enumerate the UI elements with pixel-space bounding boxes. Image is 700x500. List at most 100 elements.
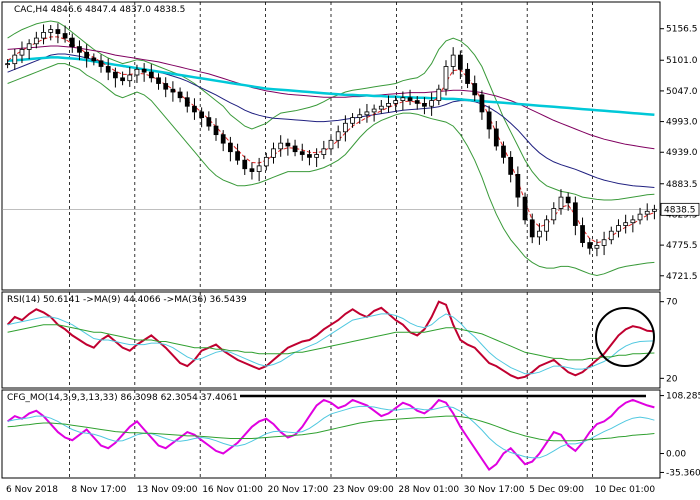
rsi-series-2 bbox=[7, 324, 655, 361]
time-axis: 6 Nov 2018 8 Nov 17:00 13 Nov 09:00 16 Nov … bbox=[6, 485, 655, 495]
rsi-tick-label-1: 20 bbox=[666, 374, 678, 384]
candle-body-0 bbox=[5, 63, 10, 66]
cfg-lines bbox=[7, 398, 655, 472]
candle-body-40 bbox=[292, 145, 298, 153]
candle-body-30 bbox=[220, 134, 226, 144]
price-axis: 5156.55101.05047.04993.04939.04883.54829… bbox=[660, 25, 700, 282]
x-tick-label-6: 28 Nov 01:00 bbox=[398, 485, 459, 495]
candle-body-67 bbox=[486, 111, 492, 130]
candle-body-32 bbox=[235, 151, 240, 161]
candle-body-8 bbox=[62, 33, 68, 39]
candle-body-54 bbox=[393, 100, 399, 104]
candle-body-15 bbox=[113, 71, 118, 79]
ma-purple-line bbox=[7, 45, 655, 150]
cfg-series-1 bbox=[7, 405, 655, 459]
price-tick-label-7: 4775.5 bbox=[666, 241, 698, 251]
cfg-series-2 bbox=[7, 415, 655, 442]
candle-body-59 bbox=[429, 100, 434, 107]
candle-body-1 bbox=[12, 54, 18, 65]
candle-body-77 bbox=[558, 196, 564, 209]
candle-body-85 bbox=[616, 225, 621, 232]
cfg-tick-label-2: -35.3602 bbox=[666, 468, 700, 478]
candle-body-50 bbox=[364, 111, 370, 116]
x-tick-label-0: 6 Nov 2018 bbox=[6, 485, 58, 495]
candle-body-41 bbox=[299, 151, 305, 155]
candle-body-23 bbox=[170, 88, 176, 93]
candle-body-57 bbox=[414, 100, 420, 104]
candle-body-84 bbox=[608, 230, 614, 241]
cfg-series-0 bbox=[7, 398, 655, 472]
x-tick-label-8: 5 Dec 09:00 bbox=[529, 485, 584, 495]
current-price-label: 4838.5 bbox=[664, 205, 696, 215]
candle-body-46 bbox=[335, 131, 341, 141]
candle-body-65 bbox=[472, 83, 478, 96]
candle-body-86 bbox=[623, 222, 629, 226]
candle-body-56 bbox=[407, 97, 413, 101]
candle-body-25 bbox=[184, 97, 190, 107]
candle-body-80 bbox=[580, 225, 585, 243]
candle-body-16 bbox=[120, 77, 125, 82]
x-tick-label-2: 13 Nov 09:00 bbox=[137, 485, 198, 495]
candle-body-26 bbox=[192, 105, 197, 113]
candle-body-52 bbox=[378, 105, 384, 110]
candle-body-64 bbox=[465, 68, 470, 84]
candle-body-33 bbox=[242, 159, 248, 170]
rsi-tick-label-0: 70 bbox=[666, 298, 678, 308]
x-tick-label-7: 30 Nov 17:00 bbox=[464, 485, 525, 495]
rsi-lines bbox=[6, 300, 655, 380]
candle-body-60 bbox=[436, 88, 442, 101]
candle-body-53 bbox=[386, 103, 391, 107]
candle-body-71 bbox=[515, 173, 521, 198]
candle-body-58 bbox=[422, 103, 427, 107]
candle-body-88 bbox=[637, 213, 643, 221]
price-tick-label-0: 5156.5 bbox=[666, 25, 698, 35]
candle-body-42 bbox=[307, 154, 312, 158]
candle-body-43 bbox=[314, 154, 320, 158]
x-tick-label-3: 16 Nov 01:00 bbox=[202, 485, 263, 495]
candle-body-61 bbox=[443, 66, 449, 90]
candle-body-83 bbox=[601, 239, 607, 246]
candle-body-87 bbox=[630, 219, 636, 224]
candle-body-7 bbox=[55, 29, 61, 34]
rsi-series-1 bbox=[7, 313, 655, 375]
candle-body-47 bbox=[342, 122, 348, 133]
candle-body-4 bbox=[33, 37, 39, 45]
candle-body-55 bbox=[400, 97, 406, 101]
candle-body-17 bbox=[127, 74, 133, 82]
candle-body-75 bbox=[544, 219, 549, 232]
candle-body-82 bbox=[594, 244, 600, 249]
price-tick-label-1: 5101.0 bbox=[666, 56, 698, 66]
price-panel-title: CAC,H4 4846.6 4847.4 4837.0 4838.5 bbox=[14, 5, 185, 15]
candle-body-70 bbox=[508, 156, 514, 175]
candle-body-78 bbox=[565, 196, 571, 204]
candle-body-45 bbox=[328, 139, 334, 150]
candle-body-74 bbox=[537, 230, 542, 238]
candle-body-73 bbox=[529, 219, 535, 238]
candle-body-35 bbox=[256, 165, 262, 172]
candle-body-13 bbox=[98, 60, 104, 67]
candle-body-28 bbox=[206, 117, 212, 127]
candle-body-22 bbox=[163, 83, 169, 90]
vertical-gridlines bbox=[69, 2, 593, 478]
candle-body-9 bbox=[69, 37, 75, 48]
cfg-tick-label-1: 0.00 bbox=[666, 450, 686, 460]
price-tick-label-4: 4939.0 bbox=[666, 148, 698, 158]
price-tick-label-8: 4721.5 bbox=[666, 272, 698, 282]
price-candles bbox=[5, 23, 657, 257]
candle-body-68 bbox=[493, 128, 499, 147]
candle-body-5 bbox=[41, 32, 46, 39]
candle-body-79 bbox=[572, 202, 578, 226]
rsi-highlight-circle bbox=[595, 307, 655, 367]
candle-body-21 bbox=[156, 77, 161, 84]
cfg-panel-title: CFG_MO(14,3,9,3,13,33) 86.3098 62.3054 3… bbox=[7, 393, 238, 403]
candle-body-62 bbox=[450, 54, 456, 67]
candle-body-69 bbox=[501, 145, 506, 158]
candle-body-20 bbox=[148, 71, 154, 79]
rsi-panel-title: RSI(14) 50.6141 ->MA(9) 44.4066 ->MA(36)… bbox=[7, 295, 247, 305]
current-price-box bbox=[660, 202, 700, 216]
price-tick-label-2: 5047.0 bbox=[666, 87, 698, 97]
candle-body-51 bbox=[371, 108, 377, 113]
candle-body-38 bbox=[278, 142, 284, 150]
candle-body-19 bbox=[141, 68, 147, 73]
